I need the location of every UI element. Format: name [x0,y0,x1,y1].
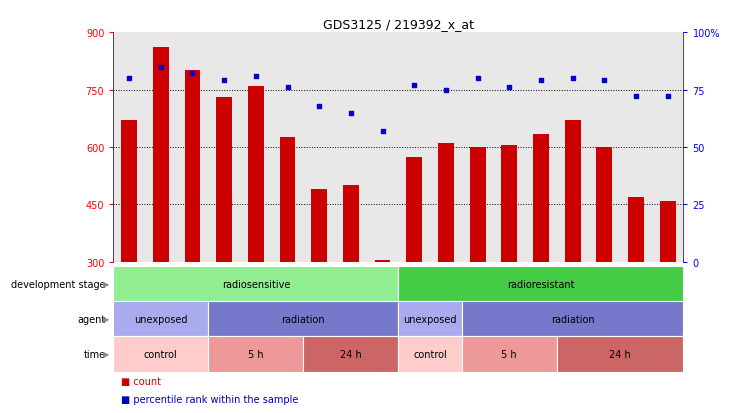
Text: radiation: radiation [281,314,325,324]
Bar [208,337,303,372]
Text: ▶: ▶ [103,315,110,323]
Bar [557,337,683,372]
Bar [501,146,518,262]
Point [599,78,610,85]
Point [471,76,483,82]
Point [440,87,452,94]
Point [567,76,578,82]
Point [155,64,167,71]
Bar [462,301,683,337]
Bar [279,138,295,262]
Bar [375,260,390,262]
Bar [470,147,485,262]
Text: 24 h: 24 h [609,349,631,359]
Bar [184,71,200,262]
Bar [113,301,208,337]
Point [281,85,293,91]
Text: ■ percentile rank within the sample: ■ percentile rank within the sample [121,394,298,404]
Bar [343,186,359,262]
Text: radiation: radiation [550,314,594,324]
Bar [398,301,462,337]
Point [250,73,262,80]
Point [662,94,673,100]
Point [219,78,230,85]
Bar [438,144,454,262]
Bar [153,48,169,262]
Text: 5 h: 5 h [248,349,264,359]
Text: radioresistant: radioresistant [507,279,575,289]
Bar [533,134,549,262]
Point [186,71,198,78]
Point [409,83,420,89]
Text: 24 h: 24 h [340,349,362,359]
Text: development stage: development stage [12,279,106,289]
Bar [311,190,327,262]
Bar [462,337,557,372]
Bar [121,121,137,262]
Bar [596,147,613,262]
Bar [564,121,580,262]
Point [535,78,547,85]
Text: unexposed: unexposed [404,314,457,324]
Text: unexposed: unexposed [134,314,188,324]
Text: 5 h: 5 h [501,349,517,359]
Bar [406,157,422,262]
Text: control: control [413,349,447,359]
Bar [398,266,683,301]
Bar [216,98,232,262]
Bar [660,201,675,262]
Bar [113,266,398,301]
Point [376,128,388,135]
Point [345,110,357,116]
Bar [113,337,208,372]
Bar [628,197,644,262]
Bar [208,301,398,337]
Point [314,103,325,110]
Text: radiosensitive: radiosensitive [221,279,290,289]
Bar [303,337,398,372]
Text: ▶: ▶ [103,350,110,358]
Text: time: time [84,349,106,359]
Text: control: control [144,349,178,359]
Bar [248,86,264,262]
Text: ■ count: ■ count [121,376,161,386]
Point [504,85,515,91]
Bar [398,337,462,372]
Text: ▶: ▶ [103,280,110,288]
Text: agent: agent [77,314,106,324]
Point [630,94,642,100]
Title: GDS3125 / 219392_x_at: GDS3125 / 219392_x_at [323,17,474,31]
Point [124,76,135,82]
